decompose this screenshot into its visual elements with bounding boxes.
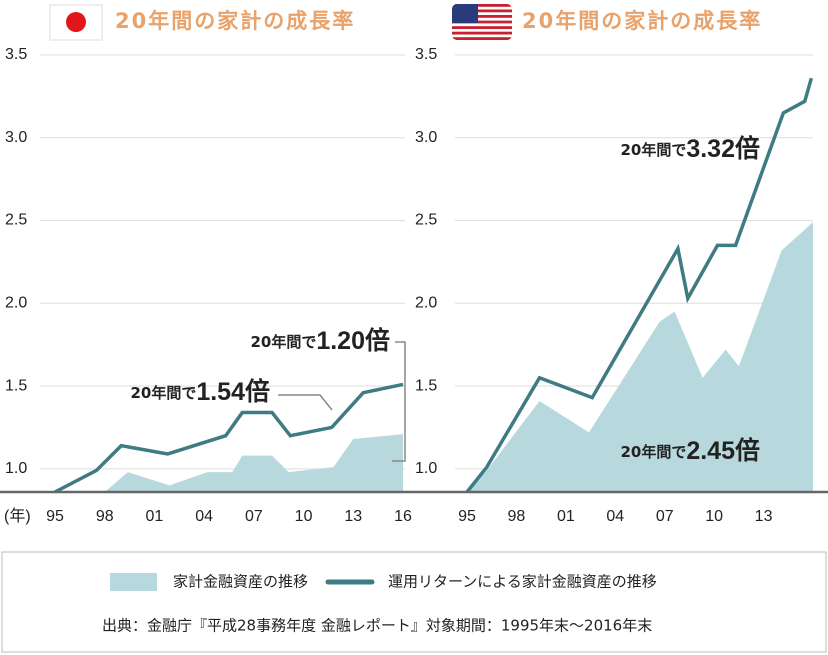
legend-label: 運用リターンによる家計金融資産の推移: [388, 573, 657, 591]
annotation: 20年間で1.20倍: [250, 326, 390, 355]
x-unit-label: (年): [4, 507, 31, 525]
annotation: 20年間で2.45倍: [620, 436, 760, 465]
us-flag: [452, 4, 512, 40]
annotation-prefix: 20年間で: [130, 384, 196, 402]
y-tick-label: 2.0: [5, 295, 27, 312]
x-tick-label: 98: [508, 508, 526, 525]
chart-title: 20年間の家計の成長率: [522, 9, 762, 33]
chart-title: 20年間の家計の成長率: [115, 9, 355, 33]
y-tick-label: 2.5: [415, 212, 437, 229]
y-tick-label: 1.5: [415, 377, 437, 394]
x-tick-label: 04: [606, 508, 624, 525]
x-tick-label: 01: [557, 508, 575, 525]
annotation-prefix: 20年間で: [250, 333, 316, 351]
line: [465, 77, 814, 494]
annotation: 20年間で3.32倍: [620, 134, 760, 163]
leader-line: [392, 341, 406, 462]
legend-label: 家計金融資産の推移: [173, 573, 308, 591]
x-tick-label: 95: [46, 508, 64, 525]
y-tick-label: 3.5: [5, 46, 27, 63]
y-tick-label: 1.0: [5, 460, 27, 477]
x-tick-label: 01: [146, 508, 164, 525]
y-tick-label: 1.0: [415, 460, 437, 477]
area: [467, 222, 813, 492]
x-tick-label: 95: [458, 508, 476, 525]
source: 出典：金融庁『平成28事務年度 金融レポート』対象期間：1995年末〜2016年…: [102, 617, 652, 635]
y-tick-label: 3.0: [5, 129, 27, 146]
legend-box: [1, 551, 827, 653]
x-tick-label: 13: [755, 508, 773, 525]
y-tick-label: 1.5: [5, 377, 27, 394]
x-tick-label: 98: [96, 508, 114, 525]
annotation-prefix: 20年間で: [620, 443, 686, 461]
jp-flag: [49, 4, 103, 41]
annotation-value: 2.45倍: [686, 436, 760, 465]
y-tick-label: 3.0: [415, 129, 437, 146]
y-tick-label: 3.5: [415, 46, 437, 63]
annotation-value: 1.54倍: [196, 377, 270, 406]
annotation: 20年間で1.54倍: [130, 377, 270, 406]
x-tick-label: 07: [656, 508, 674, 525]
line: [54, 382, 404, 494]
leader-line: [278, 394, 333, 411]
x-tick-label: 07: [245, 508, 263, 525]
annotation-value: 3.32倍: [686, 134, 760, 163]
x-tick-label: 10: [705, 508, 723, 525]
x-tick-label: 04: [195, 508, 213, 525]
legend-swatch-area: [110, 573, 157, 591]
x-tick-label: 10: [295, 508, 313, 525]
annotation-value: 1.20倍: [316, 326, 390, 355]
area: [55, 434, 403, 492]
y-tick-label: 2.5: [5, 212, 27, 229]
x-tick-label: 13: [344, 508, 362, 525]
x-tick-label: 16: [394, 508, 412, 525]
y-tick-label: 2.0: [415, 295, 437, 312]
annotation-prefix: 20年間で: [620, 141, 686, 159]
